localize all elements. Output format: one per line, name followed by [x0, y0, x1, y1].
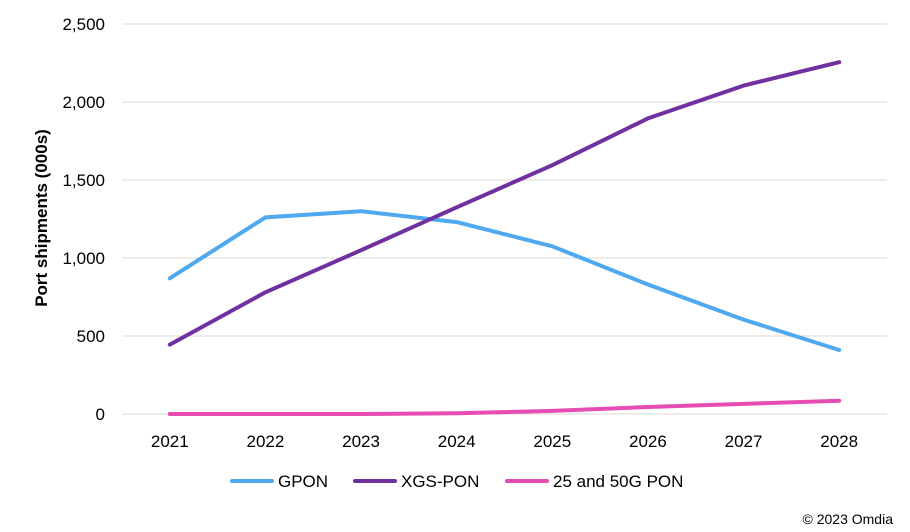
legend-item: 25 and 50G PON	[505, 472, 683, 491]
y-tick-label: 2,000	[62, 93, 105, 112]
x-tick-label: 2026	[629, 432, 667, 451]
legend-label: XGS-PON	[401, 472, 479, 491]
y-tick-label: 1,500	[62, 171, 105, 190]
x-tick-label: 2027	[725, 432, 763, 451]
legend-label: GPON	[278, 472, 328, 491]
gridlines	[122, 23, 887, 337]
series-line-gpon	[167, 209, 842, 352]
series-lines	[167, 60, 842, 416]
y-tick-label: 500	[77, 327, 105, 346]
x-tick-label: 2023	[342, 432, 380, 451]
x-tick-labels: 2021 2022 2023 2024 2025 2026 2027 2028	[151, 432, 858, 451]
series-line-xgs-pon	[167, 60, 842, 347]
y-tick-label: 1,000	[62, 249, 105, 268]
x-tick-label: 2025	[533, 432, 571, 451]
x-tick-label: 2022	[247, 432, 285, 451]
y-tick-label: 2,500	[62, 15, 105, 34]
series-line-25-and-50g-pon	[167, 398, 842, 416]
x-tick-label: 2028	[820, 432, 858, 451]
y-axis-title: Port shipments (000s)	[32, 129, 51, 307]
legend-label: 25 and 50G PON	[553, 472, 683, 491]
copyright-text: © 2023 Omdia	[803, 511, 894, 527]
legend-item: GPON	[230, 472, 328, 491]
legend-item: XGS-PON	[353, 472, 479, 491]
y-tick-labels: 0 500 1,000 1,500 2,000 2,500	[62, 15, 105, 424]
x-tick-label: 2021	[151, 432, 189, 451]
y-tick-label: 0	[96, 405, 105, 424]
legend: GPON XGS-PON 25 and 50G PON	[230, 472, 683, 491]
x-tick-label: 2024	[438, 432, 476, 451]
